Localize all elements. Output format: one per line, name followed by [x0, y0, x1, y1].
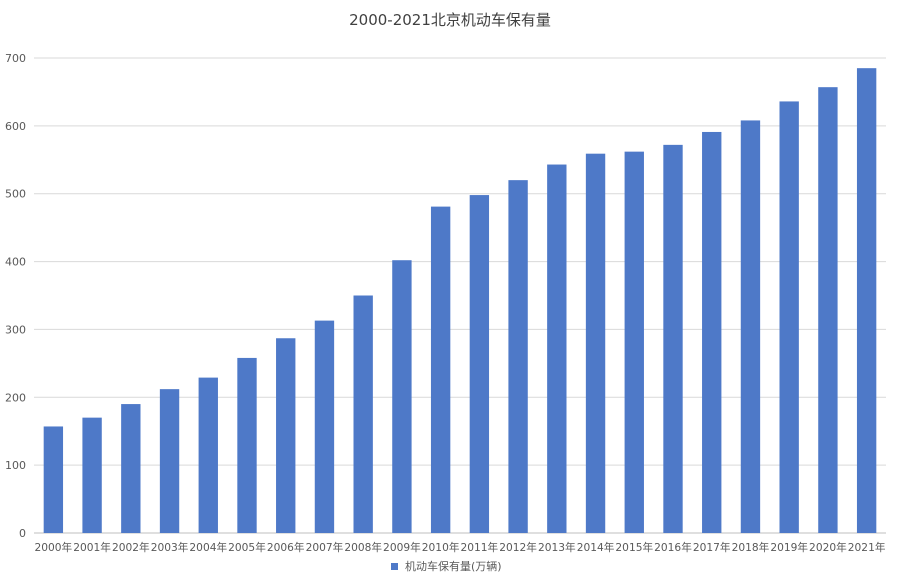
bar [121, 404, 141, 533]
x-tick-label: 2005年 [228, 540, 266, 554]
bar [740, 120, 761, 533]
x-tick-label: 2010年 [422, 540, 460, 554]
x-tick-label: 2014年 [577, 540, 615, 554]
bar [856, 68, 877, 533]
bar [314, 320, 335, 533]
bar [663, 144, 683, 533]
bars [43, 68, 877, 534]
bar [276, 338, 296, 533]
bar [392, 260, 412, 533]
x-tick-label: 2006年 [267, 540, 305, 554]
bar [43, 426, 64, 533]
bar [624, 151, 644, 533]
legend-label: 机动车保有量(万辆) [405, 559, 502, 573]
x-tick-label: 2013年 [538, 540, 576, 554]
bar [508, 180, 528, 533]
x-tick-label: 2017年 [693, 540, 731, 554]
bar [82, 417, 102, 533]
bar [237, 357, 257, 533]
bar [430, 206, 451, 533]
y-tick-label: 200 [5, 391, 26, 404]
x-tick-label: 2021年 [848, 540, 886, 554]
y-tick-label: 100 [5, 459, 26, 472]
legend-swatch [391, 563, 398, 570]
y-axis-ticks: 0 100 200 300 400 500 600 700 [5, 52, 26, 540]
bar [779, 101, 799, 533]
bar [198, 377, 218, 533]
x-axis-ticks: 2000年 2001年 2002年 2003年 2004年 2005年 2006年 2007年… [35, 540, 886, 554]
x-tick-label: 2002年 [112, 540, 150, 554]
bar [547, 164, 567, 534]
chart-title: 2000-2021北京机动车保有量 [349, 11, 551, 29]
x-tick-label: 2008年 [344, 540, 382, 554]
x-tick-label: 2020年 [809, 540, 847, 554]
y-tick-label: 0 [19, 527, 26, 540]
y-tick-label: 500 [5, 188, 26, 201]
legend: 机动车保有量(万辆) [391, 559, 502, 573]
x-tick-label: 2003年 [151, 540, 189, 554]
bar [353, 295, 373, 533]
x-tick-label: 2012年 [499, 540, 537, 554]
x-tick-label: 2000年 [35, 540, 73, 554]
x-tick-label: 2019年 [770, 540, 808, 554]
bar [818, 87, 838, 533]
bar [159, 389, 180, 533]
y-tick-label: 700 [5, 52, 26, 65]
x-tick-label: 2004年 [189, 540, 227, 554]
bar [585, 153, 606, 533]
bar [702, 131, 722, 533]
x-tick-label: 2007年 [306, 540, 344, 554]
x-tick-label: 2018年 [732, 540, 770, 554]
x-tick-label: 2009年 [383, 540, 421, 554]
x-tick-label: 2011年 [461, 540, 499, 554]
x-tick-label: 2001年 [73, 540, 111, 554]
bar [469, 195, 490, 534]
y-tick-label: 600 [5, 120, 26, 133]
x-tick-label: 2016年 [654, 540, 692, 554]
y-tick-label: 300 [5, 323, 26, 336]
x-tick-label: 2015年 [615, 540, 653, 554]
y-tick-label: 400 [5, 256, 26, 269]
